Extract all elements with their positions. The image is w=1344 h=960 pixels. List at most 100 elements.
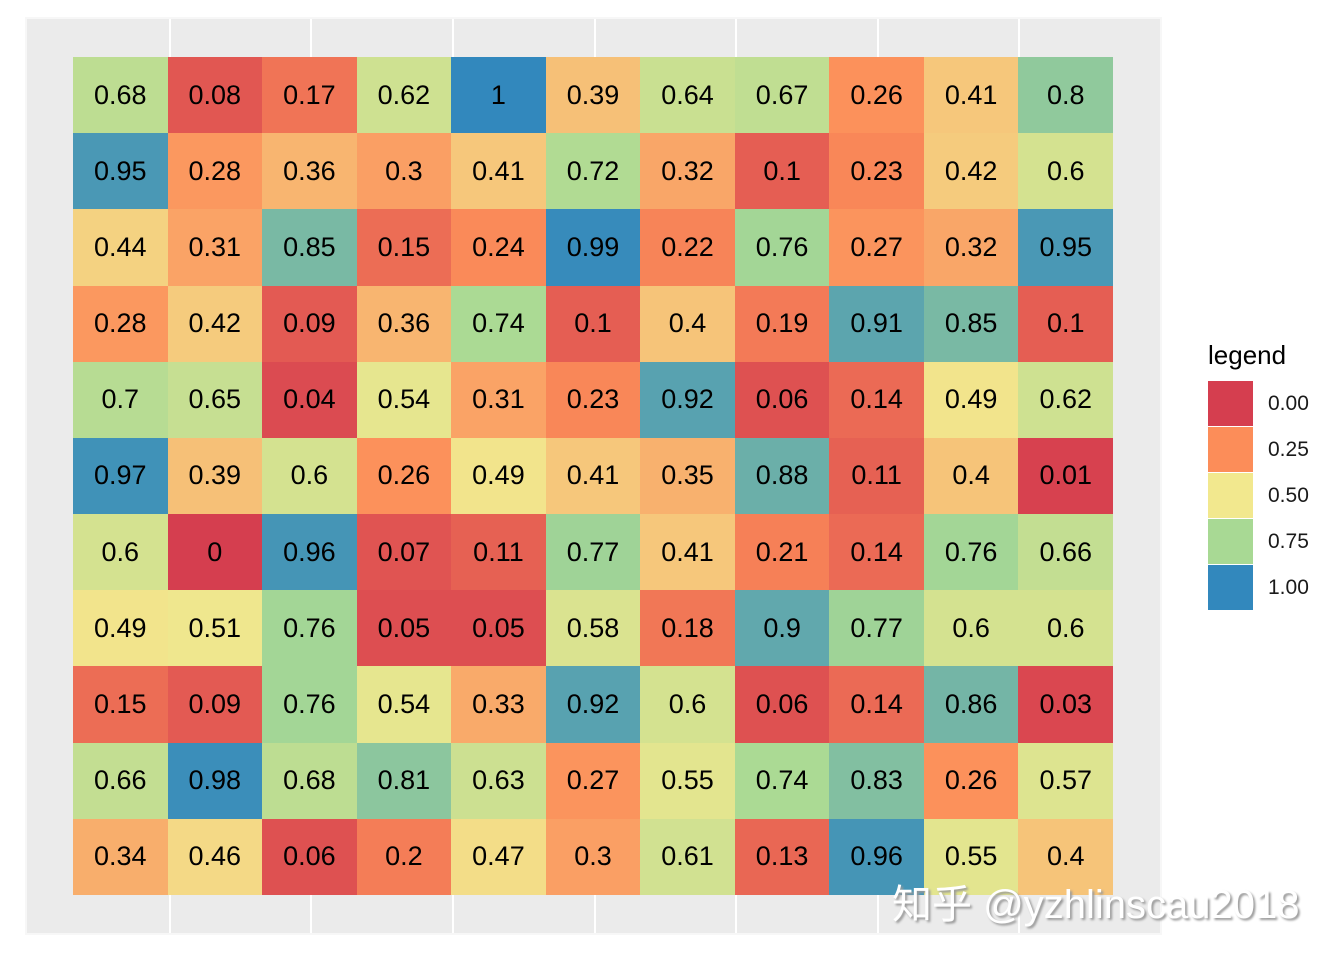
heatmap-cell: 0.36	[262, 133, 357, 210]
heatmap-cell: 0.31	[451, 361, 546, 438]
heatmap-cell: 0.6	[262, 437, 357, 515]
heatmap-cell: 0.66	[1018, 514, 1113, 591]
heatmap-cell: 0.68	[73, 57, 168, 134]
heatmap-cell: 0.86	[923, 666, 1019, 743]
legend-color-key	[1208, 473, 1253, 518]
heatmap-cell: 0.06	[262, 818, 357, 895]
legend-label: 0.50	[1268, 484, 1309, 507]
heatmap-cell: 0.33	[451, 666, 546, 743]
heatmap-cell: 0.23	[829, 133, 924, 210]
heatmap-cell: 0.24	[451, 209, 546, 286]
heatmap-cell: 0.34	[73, 818, 168, 895]
heatmap-cell: 0.6	[1018, 133, 1113, 210]
heatmap-cell: 0.96	[829, 818, 924, 895]
heatmap-cell: 0.17	[262, 57, 357, 134]
heatmap-cell: 0.04	[262, 361, 357, 438]
heatmap-cell: 0.72	[545, 133, 641, 210]
heatmap-cell: 0.66	[73, 742, 168, 819]
heatmap-cell: 0.98	[167, 742, 263, 819]
heatmap-cell: 0.63	[451, 742, 546, 819]
heatmap-cell: 0.51	[167, 590, 263, 667]
heatmap-cell: 0.19	[734, 285, 830, 362]
heatmap-cell: 0.81	[356, 742, 452, 819]
heatmap-cell: 0.27	[545, 742, 641, 819]
heatmap-cell: 0.41	[640, 514, 735, 591]
heatmap-cell: 0.55	[923, 818, 1019, 895]
heatmap-cell: 0.41	[451, 133, 546, 210]
heatmap-cell: 0.26	[923, 742, 1019, 819]
heatmap-cell: 0.4	[640, 285, 735, 362]
heatmap-cell: 0.09	[262, 285, 357, 362]
legend-entry: 0.50	[1208, 473, 1309, 519]
heatmap-cell: 0.65	[167, 361, 263, 438]
heatmap-cell: 0.49	[73, 590, 168, 667]
heatmap-cell: 0.54	[356, 361, 452, 438]
heatmap-cell: 0.64	[640, 57, 735, 134]
heatmap-cell: 0.13	[734, 818, 830, 895]
heatmap-cell: 0.41	[923, 57, 1019, 134]
heatmap-cell: 0.47	[451, 818, 546, 895]
heatmap-cell: 0.14	[829, 514, 924, 591]
heatmap-cell: 0.42	[167, 285, 263, 362]
heatmap-cell: 0.15	[356, 209, 452, 286]
legend-title: legend	[1208, 340, 1287, 370]
heatmap-cell: 0.06	[734, 361, 830, 438]
heatmap-cell: 0.14	[829, 666, 924, 743]
legend-label: 1.00	[1268, 576, 1309, 599]
legend-color-key	[1208, 427, 1253, 472]
heatmap-cell: 0.6	[923, 590, 1019, 667]
heatmap-cell: 0.08	[167, 57, 263, 134]
heatmap-cell: 0.58	[545, 590, 641, 667]
heatmap-cell: 0.76	[262, 666, 357, 743]
legend-label: 0.00	[1268, 392, 1309, 415]
heatmap-cell: 0.57	[1018, 742, 1113, 819]
heatmap-cell: 0	[167, 514, 263, 591]
heatmap-cell: 0.74	[734, 742, 830, 819]
heatmap-cell: 0.1	[734, 133, 830, 210]
heatmap-cell: 0.14	[829, 361, 924, 438]
heatmap-cell: 0.61	[640, 818, 735, 895]
legend-color-key	[1208, 565, 1253, 610]
heatmap-cell: 0.36	[356, 285, 452, 362]
heatmap-cell: 0.23	[545, 361, 641, 438]
heatmap-cell: 0.18	[640, 590, 735, 667]
heatmap-cell: 0.7	[73, 361, 168, 438]
heatmap-cell: 0.2	[356, 818, 452, 895]
heatmap-cell: 0.39	[545, 57, 641, 134]
heatmap-cell: 0.3	[545, 818, 641, 895]
heatmap-cell: 0.83	[829, 742, 924, 819]
heatmap-cell: 0.8	[1018, 57, 1113, 134]
heatmap-grid: 0.68 0.08 0.17 0.62 1 0.39 0.64 0.67 0.26 0.41 0.8…	[73, 57, 1113, 895]
heatmap-cell: 0.27	[829, 209, 924, 286]
legend-color-key	[1208, 381, 1253, 426]
heatmap-cell: 0.39	[167, 437, 263, 515]
heatmap-cell: 0.3	[356, 133, 452, 210]
heatmap-cell: 0.6	[73, 514, 168, 591]
legend-label: 0.25	[1268, 438, 1309, 461]
heatmap-cell: 0.74	[451, 285, 546, 362]
heatmap-cell: 0.91	[829, 285, 924, 362]
heatmap-cell: 0.31	[167, 209, 263, 286]
heatmap-cell: 1	[451, 57, 546, 134]
heatmap-cell: 0.85	[262, 209, 357, 286]
heatmap-cell: 0.76	[262, 590, 357, 667]
heatmap-cell: 0.46	[167, 818, 263, 895]
heatmap-cell: 0.15	[73, 666, 168, 743]
heatmap-cell: 0.6	[640, 666, 735, 743]
heatmap-cell: 0.49	[923, 361, 1019, 438]
heatmap-cell: 0.32	[923, 209, 1019, 286]
heatmap-cell: 0.07	[356, 514, 452, 591]
heatmap-cell: 0.4	[1018, 818, 1113, 895]
heatmap-cell: 0.42	[923, 133, 1019, 210]
heatmap-cell: 0.95	[1018, 209, 1113, 286]
heatmap-cell: 0.77	[545, 514, 641, 591]
heatmap-cell: 0.1	[545, 285, 641, 362]
heatmap-cell: 0.95	[73, 133, 168, 210]
heatmap-cell: 0.21	[734, 514, 830, 591]
heatmap-cell: 0.99	[545, 209, 641, 286]
heatmap-cell: 0.01	[1018, 437, 1113, 515]
heatmap-cell: 0.97	[73, 437, 168, 515]
heatmap-cell: 0.22	[640, 209, 735, 286]
heatmap-cell: 0.54	[356, 666, 452, 743]
legend-entry: 0.00	[1208, 381, 1309, 427]
